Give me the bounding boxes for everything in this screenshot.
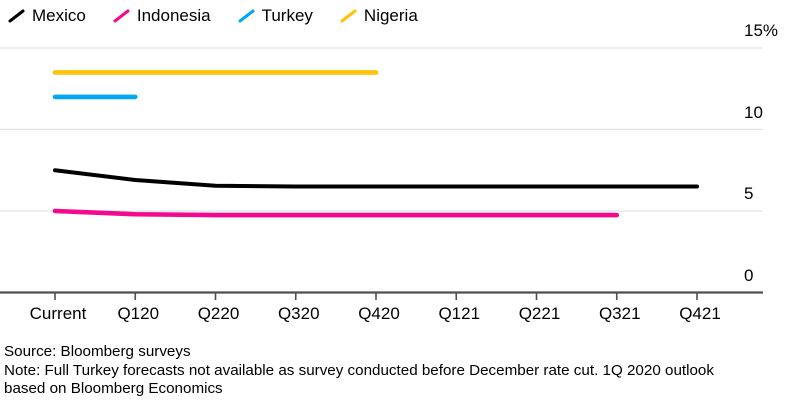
x-tick-label: Q121 [438, 304, 481, 323]
x-tick-label: Q420 [358, 304, 400, 323]
legend-label-nigeria: Nigeria [363, 6, 418, 25]
x-tick-label: Q320 [277, 304, 320, 323]
legend-label-indonesia: Indonesia [136, 6, 211, 25]
y-tick-label: 0 [744, 265, 754, 285]
chart-legend: Mexico Indonesia Turkey Nigeria [8, 5, 418, 27]
legend-item-indonesia: Indonesia [113, 5, 211, 27]
line-swatch-nigeria-icon [340, 9, 357, 22]
line-swatch-indonesia-icon [113, 9, 130, 22]
note-text: Note: Full Turkey forecasts not availabl… [4, 361, 714, 398]
legend-item-mexico: Mexico [8, 5, 86, 27]
x-tick-label: Current [29, 304, 87, 323]
line-swatch-mexico-icon [8, 9, 25, 22]
legend-item-turkey: Turkey [238, 5, 313, 27]
x-tick-label: Q221 [518, 304, 561, 323]
line-swatch-turkey-icon [238, 9, 255, 22]
series-line-indonesia [52, 208, 620, 218]
series-line-mexico [53, 168, 699, 189]
x-tick-label: Q120 [117, 304, 160, 323]
x-tick-label: Q421 [679, 304, 721, 323]
x-tick-label: Q321 [598, 304, 641, 323]
y-tick-label: 10 [744, 102, 763, 122]
y-tick-label: 5 [744, 184, 754, 203]
x-tick-label: Q220 [197, 304, 240, 323]
y-tick-label: 15% [744, 21, 779, 40]
chart-footer: Source: Bloomberg surveys Note: Full Tur… [4, 343, 722, 399]
plot-area [0, 47, 763, 300]
legend-label-turkey: Turkey [261, 6, 313, 25]
source-text: Source: Bloomberg surveys [4, 343, 191, 360]
legend-item-nigeria: Nigeria [340, 5, 418, 27]
legend-label-mexico: Mexico [32, 6, 86, 25]
